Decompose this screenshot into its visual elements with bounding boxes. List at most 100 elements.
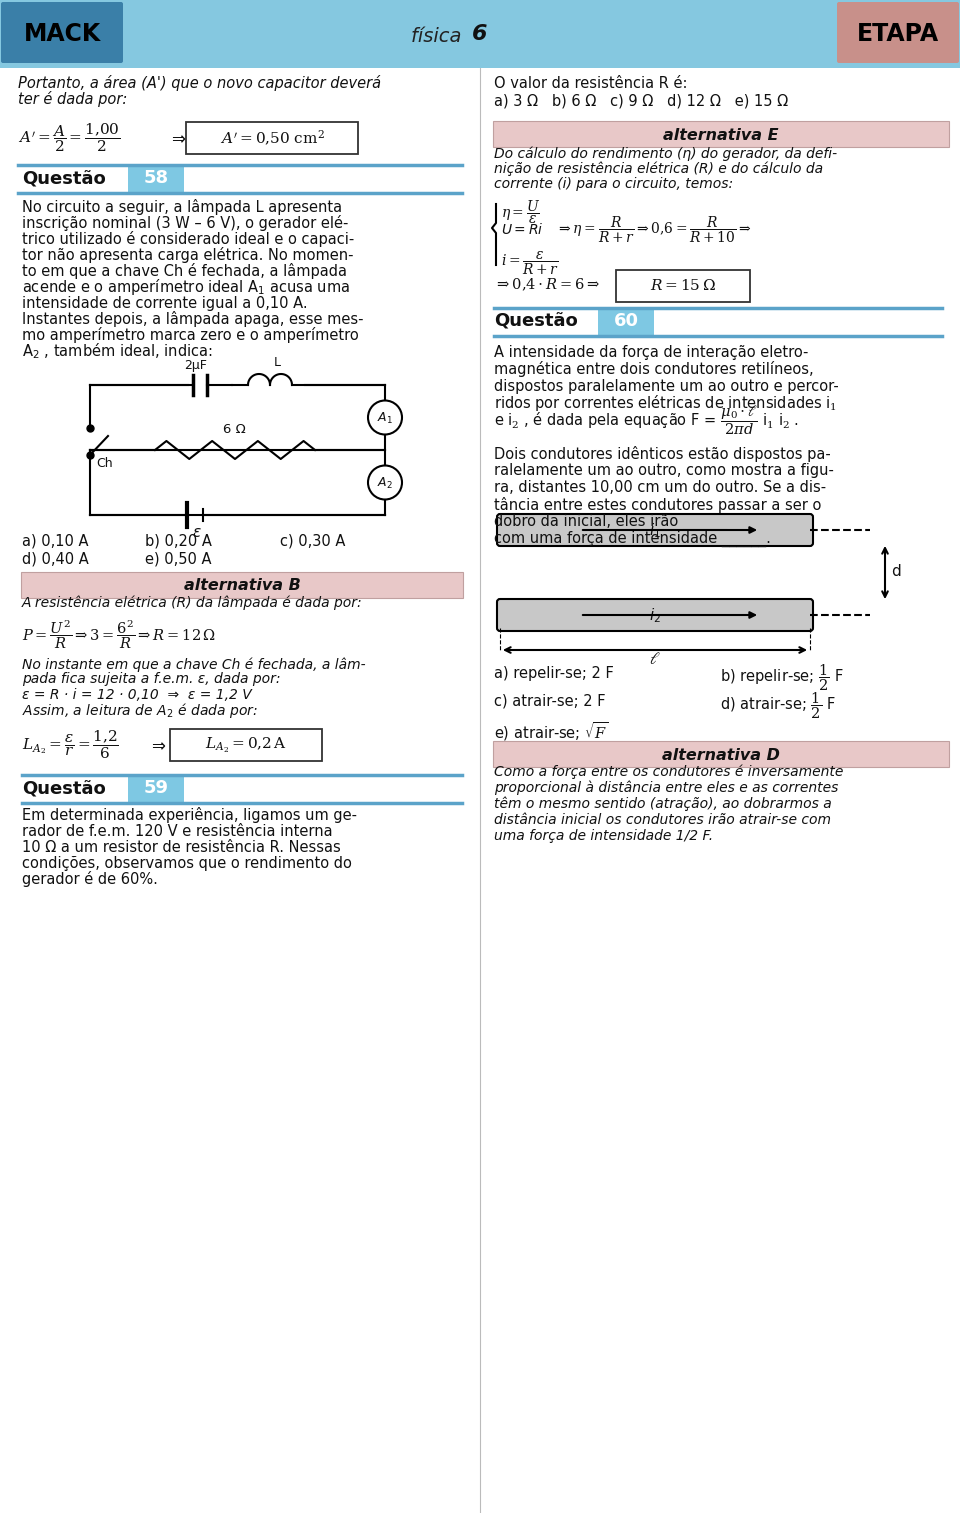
Text: magnética entre dois condutores retilíneos,: magnética entre dois condutores retilíne… [494, 362, 814, 377]
Text: Instantes depois, a lâmpada apaga, esse mes-: Instantes depois, a lâmpada apaga, esse … [22, 312, 364, 327]
Text: a) repelir-se; 2 F: a) repelir-se; 2 F [494, 666, 613, 681]
Text: ralelamente um ao outro, como mostra a figu-: ralelamente um ao outro, como mostra a f… [494, 463, 834, 478]
Text: $\Rightarrow$: $\Rightarrow$ [168, 129, 186, 147]
Text: Dois condutores idênticos estão dispostos pa-: Dois condutores idênticos estão disposto… [494, 446, 830, 461]
Text: c) atrair-se; 2 F: c) atrair-se; 2 F [494, 694, 606, 710]
Text: têm o mesmo sentido (atração), ao dobrarmos a: têm o mesmo sentido (atração), ao dobrar… [494, 796, 831, 811]
Text: b) 0,20 A: b) 0,20 A [145, 533, 212, 548]
FancyBboxPatch shape [1, 2, 123, 64]
Text: to em que a chave Ch é fechada, a lâmpada: to em que a chave Ch é fechada, a lâmpad… [22, 263, 347, 278]
Text: pada fica sujeita a f.e.m. ε, dada por:: pada fica sujeita a f.e.m. ε, dada por: [22, 672, 280, 685]
Text: $i_2$: $i_2$ [649, 607, 660, 625]
Text: 10 Ω a um resistor de resistência R. Nessas: 10 Ω a um resistor de resistência R. Nes… [22, 840, 341, 855]
Text: d: d [891, 564, 900, 579]
FancyBboxPatch shape [493, 121, 949, 147]
Text: a) 0,10 A: a) 0,10 A [22, 533, 88, 548]
Text: A$_2$ , também ideal, indica:: A$_2$ , também ideal, indica: [22, 340, 213, 360]
Text: 6: 6 [472, 24, 488, 44]
Text: intensidade de corrente igual a 0,10 A.: intensidade de corrente igual a 0,10 A. [22, 297, 307, 312]
FancyBboxPatch shape [497, 514, 813, 546]
Text: dispostos paralelamente um ao outro e percor-: dispostos paralelamente um ao outro e pe… [494, 378, 839, 393]
Bar [128, 775, 184, 803]
Text: Assim, a leitura de A$_2$ é dada por:: Assim, a leitura de A$_2$ é dada por: [22, 701, 258, 720]
Text: alternativa B: alternativa B [183, 578, 300, 593]
Text: d) atrair-se; $\dfrac{1}{2}$ F: d) atrair-se; $\dfrac{1}{2}$ F [720, 691, 836, 722]
Circle shape [368, 401, 402, 434]
Text: e) 0,50 A: e) 0,50 A [145, 551, 211, 566]
Text: $A' = \dfrac{A}{2} = \dfrac{1{,}00}{2}$: $A' = \dfrac{A}{2} = \dfrac{1{,}00}{2}$ [18, 121, 121, 154]
Text: $i_1$: $i_1$ [649, 522, 661, 540]
Text: dobro da inicial, eles irão ______: dobro da inicial, eles irão ______ [494, 514, 727, 530]
Text: b) repelir-se; $\dfrac{1}{2}$ F: b) repelir-se; $\dfrac{1}{2}$ F [720, 663, 844, 693]
Text: $R = 15\,\Omega$: $R = 15\,\Omega$ [650, 278, 716, 294]
Text: nição de resistência elétrica (R) e do cálculo da: nição de resistência elétrica (R) e do c… [494, 162, 823, 176]
Text: $A' = 0{,}50\ \mathrm{cm}^2$: $A' = 0{,}50\ \mathrm{cm}^2$ [220, 129, 324, 148]
Text: Como a força entre os condutores é inversamente: Como a força entre os condutores é inver… [494, 764, 844, 779]
Text: acende e o amperímetro ideal A$_1$ acusa uma: acende e o amperímetro ideal A$_1$ acusa… [22, 277, 350, 297]
Text: Questão: Questão [22, 169, 106, 188]
Text: 59: 59 [143, 779, 169, 797]
Bar [128, 165, 184, 194]
Text: e) atrair-se; $\sqrt{F}$: e) atrair-se; $\sqrt{F}$ [494, 720, 609, 743]
Text: rador de f.e.m. 120 V e resistência interna: rador de f.e.m. 120 V e resistência inte… [22, 825, 332, 840]
Text: O valor da resistência R é:: O valor da resistência R é: [494, 76, 687, 91]
Text: MACK: MACK [23, 23, 101, 45]
Text: física: física [411, 27, 468, 45]
Text: com uma força de intensidade ______.: com uma força de intensidade ______. [494, 531, 771, 548]
FancyBboxPatch shape [616, 269, 750, 303]
FancyBboxPatch shape [21, 572, 463, 598]
Text: e i$_2$ , é dada pela equação F = $\dfrac{\mu_0 \cdot \ell}{2\pi d}$ i$_1$ i$_2$: e i$_2$ , é dada pela equação F = $\dfra… [494, 404, 799, 437]
Text: A resistência elétrica (R) da lâmpada é dada por:: A resistência elétrica (R) da lâmpada é … [22, 596, 363, 610]
Text: $\eta = \dfrac{U}{\varepsilon}$: $\eta = \dfrac{U}{\varepsilon}$ [501, 198, 540, 225]
Text: c) 0,30 A: c) 0,30 A [280, 533, 346, 548]
Text: condições, observamos que o rendimento do: condições, observamos que o rendimento d… [22, 856, 352, 871]
Text: $\Rightarrow$: $\Rightarrow$ [148, 735, 166, 753]
Text: 58: 58 [143, 169, 169, 188]
Text: $A_2$: $A_2$ [377, 477, 393, 492]
Text: Em determinada experiência, ligamos um ge-: Em determinada experiência, ligamos um g… [22, 806, 357, 823]
Text: ridos por correntes elétricas de intensidades i$_1$: ridos por correntes elétricas de intensi… [494, 393, 837, 413]
Text: tância entre estes condutores passar a ser o: tância entre estes condutores passar a s… [494, 496, 822, 513]
Text: mo amperímetro marca zero e o amperímetro: mo amperímetro marca zero e o amperímetr… [22, 327, 359, 343]
FancyBboxPatch shape [493, 741, 949, 767]
Text: distância inicial os condutores irão atrair-se com: distância inicial os condutores irão atr… [494, 812, 831, 828]
Text: $\Rightarrow \eta = \dfrac{R}{R+r} \Rightarrow 0{,}6 = \dfrac{R}{R+10} \Rightarr: $\Rightarrow \eta = \dfrac{R}{R+r} \Righ… [556, 215, 752, 245]
Text: $\ell$: $\ell$ [649, 651, 660, 669]
Text: No circuito a seguir, a lâmpada L apresenta: No circuito a seguir, a lâmpada L aprese… [22, 200, 342, 215]
Text: ε: ε [192, 525, 201, 540]
Text: inscrição nominal (3 W – 6 V), o gerador elé-: inscrição nominal (3 W – 6 V), o gerador… [22, 215, 348, 231]
Text: No instante em que a chave Ch é fechada, a lâm-: No instante em que a chave Ch é fechada,… [22, 658, 366, 672]
FancyBboxPatch shape [186, 123, 358, 154]
FancyBboxPatch shape [837, 2, 959, 64]
Text: uma força de intensidade 1/2 F.: uma força de intensidade 1/2 F. [494, 829, 713, 843]
Text: $L_{A_2} = \dfrac{\varepsilon}{r} = \dfrac{1{,}2}{6}$: $L_{A_2} = \dfrac{\varepsilon}{r} = \dfr… [22, 729, 119, 761]
Text: corrente (i) para o circuito, temos:: corrente (i) para o circuito, temos: [494, 177, 733, 191]
Text: a) 3 Ω   b) 6 Ω   c) 9 Ω   d) 12 Ω   e) 15 Ω: a) 3 Ω b) 6 Ω c) 9 Ω d) 12 Ω e) 15 Ω [494, 94, 788, 109]
Text: Do cálculo do rendimento (η) do gerador, da defi-: Do cálculo do rendimento (η) do gerador,… [494, 147, 837, 160]
Text: $A_1$: $A_1$ [377, 412, 393, 427]
Bar [0, 0, 960, 68]
Text: 6 Ω: 6 Ω [223, 424, 246, 436]
Text: $U = Ri$: $U = Ri$ [501, 222, 543, 238]
Text: gerador é de 60%.: gerador é de 60%. [22, 871, 157, 887]
Text: $\Rightarrow 0{,}4 \cdot R = 6 \Rightarrow$: $\Rightarrow 0{,}4 \cdot R = 6 \Rightarr… [494, 277, 600, 294]
Text: ε = R · i = 12 · 0,10  ⇒  ε = 1,2 V: ε = R · i = 12 · 0,10 ⇒ ε = 1,2 V [22, 688, 252, 702]
Text: trico utilizado é considerado ideal e o capaci-: trico utilizado é considerado ideal e o … [22, 231, 354, 247]
Text: d) 0,40 A: d) 0,40 A [22, 551, 88, 566]
Text: Portanto, a área (A') que o novo capacitor deverá: Portanto, a área (A') que o novo capacit… [18, 76, 381, 91]
Text: $i = \dfrac{\varepsilon}{R + r}$: $i = \dfrac{\varepsilon}{R + r}$ [501, 250, 559, 277]
Bar [598, 309, 654, 336]
Text: 60: 60 [613, 312, 638, 330]
Text: $P = \dfrac{U^2}{R} \Rightarrow 3 = \dfrac{6^2}{R} \Rightarrow R = 12\,\Omega$: $P = \dfrac{U^2}{R} \Rightarrow 3 = \dfr… [22, 619, 216, 652]
Text: $L_{A_2} = 0{,}2\,\mathrm{A}$: $L_{A_2} = 0{,}2\,\mathrm{A}$ [205, 735, 287, 755]
FancyBboxPatch shape [170, 729, 322, 761]
Text: L: L [274, 356, 281, 369]
Text: 2μF: 2μF [184, 359, 206, 372]
Text: ter é dada por:: ter é dada por: [18, 91, 128, 107]
Text: Questão: Questão [494, 312, 578, 330]
Text: ra, distantes 10,00 cm um do outro. Se a dis-: ra, distantes 10,00 cm um do outro. Se a… [494, 481, 827, 495]
FancyBboxPatch shape [497, 599, 813, 631]
Text: tor não apresenta carga elétrica. No momen-: tor não apresenta carga elétrica. No mom… [22, 247, 353, 263]
Text: ETAPA: ETAPA [857, 23, 939, 45]
Text: A intensidade da força de interação eletro-: A intensidade da força de interação elet… [494, 345, 808, 360]
